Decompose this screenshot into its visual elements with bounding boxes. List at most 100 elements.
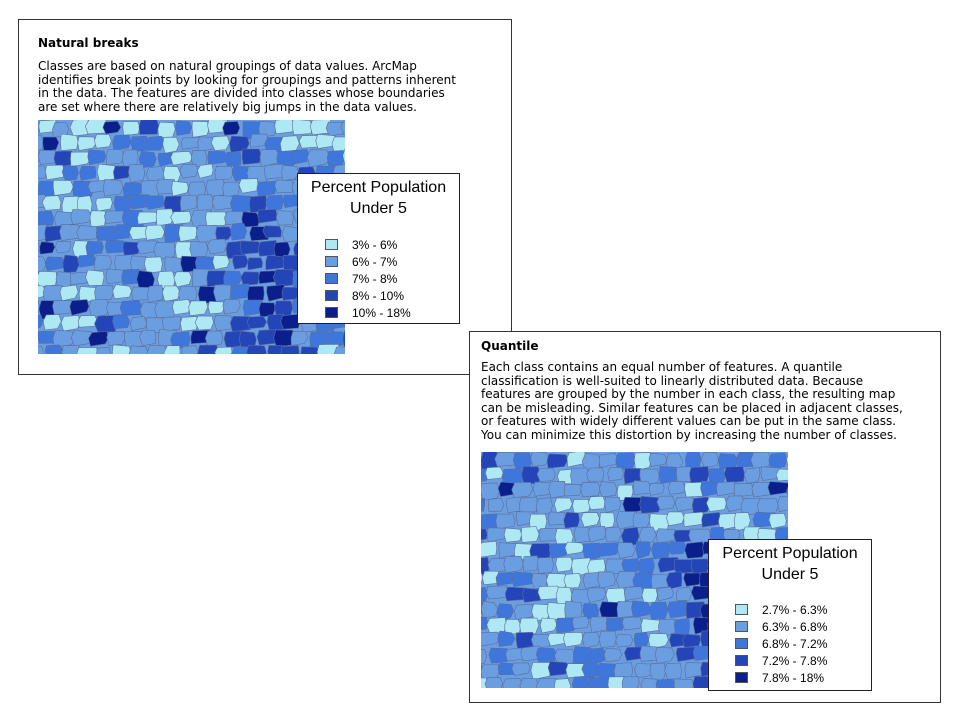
county-shape bbox=[486, 585, 509, 600]
county-shape bbox=[519, 496, 539, 516]
county-shape bbox=[331, 136, 345, 153]
county-shape bbox=[484, 466, 504, 480]
county-shape bbox=[155, 208, 175, 227]
legend-item: 7.2% - 7.8% bbox=[735, 652, 827, 669]
legend-item: 6.3% - 6.8% bbox=[735, 618, 827, 635]
county-shape bbox=[648, 453, 668, 467]
county-shape bbox=[530, 634, 552, 649]
county-shape bbox=[257, 209, 278, 224]
description-line: are set where there are relatively big j… bbox=[38, 99, 417, 114]
county-shape bbox=[586, 467, 605, 482]
county-shape bbox=[651, 542, 671, 560]
county-shape bbox=[240, 271, 260, 286]
legend-swatch bbox=[735, 621, 748, 632]
choropleth-map bbox=[38, 120, 345, 354]
county-shape bbox=[496, 603, 515, 621]
county-shape bbox=[222, 181, 240, 198]
county-shape bbox=[497, 630, 516, 647]
county-shape bbox=[139, 329, 157, 347]
legend-label: 6% - 7% bbox=[352, 254, 398, 269]
county-shape bbox=[342, 148, 345, 164]
legend-swatch bbox=[325, 273, 338, 284]
county-shape bbox=[621, 676, 640, 688]
county-shape bbox=[52, 179, 74, 196]
county-shape bbox=[170, 151, 193, 166]
county-shape bbox=[306, 149, 330, 168]
county-shape bbox=[171, 180, 189, 197]
county-shape bbox=[94, 255, 112, 272]
county-shape bbox=[205, 211, 228, 227]
county-shape bbox=[505, 647, 524, 662]
county-shape bbox=[641, 587, 658, 604]
county-mosaic bbox=[38, 120, 345, 354]
county-shape bbox=[555, 556, 574, 573]
county-shape bbox=[79, 165, 97, 181]
county-shape bbox=[340, 121, 345, 135]
county-shape bbox=[481, 587, 489, 602]
county-shape bbox=[256, 180, 277, 198]
county-shape bbox=[197, 344, 219, 354]
legend-title-line: Under 5 bbox=[350, 200, 407, 217]
county-shape bbox=[325, 121, 345, 137]
county-shape bbox=[632, 512, 651, 528]
county-shape bbox=[554, 648, 576, 665]
county-shape bbox=[327, 331, 345, 349]
county-shape bbox=[44, 344, 64, 354]
county-shape bbox=[582, 631, 601, 649]
county-shape bbox=[131, 286, 151, 301]
county-shape bbox=[114, 224, 132, 240]
county-shape bbox=[38, 270, 58, 288]
county-shape bbox=[623, 586, 643, 602]
county-shape bbox=[512, 571, 534, 588]
county-shape bbox=[571, 616, 590, 630]
county-shape bbox=[42, 136, 60, 152]
county-shape bbox=[502, 678, 524, 688]
county-shape bbox=[144, 224, 166, 241]
county-shape bbox=[723, 466, 745, 484]
county-shape bbox=[175, 120, 193, 136]
county-shape bbox=[274, 120, 296, 135]
county-shape bbox=[96, 346, 111, 354]
county-shape bbox=[605, 587, 627, 604]
county-shape bbox=[494, 452, 517, 467]
legend-swatch bbox=[325, 239, 338, 250]
county-shape bbox=[604, 496, 621, 513]
legend-label: 2.7% - 6.3% bbox=[762, 602, 828, 617]
county-shape bbox=[562, 631, 583, 648]
county-shape bbox=[206, 238, 228, 255]
county-shape bbox=[147, 284, 164, 303]
county-shape bbox=[668, 541, 687, 555]
county-shape bbox=[481, 540, 498, 558]
legend-swatch bbox=[735, 604, 748, 615]
county-shape bbox=[69, 120, 92, 137]
county-shape bbox=[95, 225, 117, 241]
county-shape bbox=[537, 557, 555, 574]
county-shape bbox=[112, 344, 131, 354]
county-shape bbox=[38, 165, 47, 179]
county-shape bbox=[484, 676, 503, 688]
county-shape bbox=[638, 557, 655, 576]
county-shape bbox=[605, 617, 625, 632]
county-shape bbox=[587, 495, 606, 510]
description-line: in the data. The features are divided in… bbox=[38, 86, 445, 100]
county-shape bbox=[38, 314, 44, 329]
county-shape bbox=[775, 468, 788, 482]
county-shape bbox=[77, 315, 98, 328]
county-shape bbox=[240, 240, 262, 255]
county-shape bbox=[706, 496, 727, 512]
county-shape bbox=[157, 121, 176, 139]
county-shape bbox=[588, 647, 607, 665]
county-shape bbox=[60, 133, 79, 151]
county-shape bbox=[54, 240, 71, 254]
county-shape bbox=[685, 452, 702, 470]
county-shape bbox=[41, 195, 62, 211]
natural-breaks-panel: Natural breaks Classes are based on natu… bbox=[18, 19, 512, 375]
county-shape bbox=[487, 497, 505, 513]
county-shape bbox=[621, 558, 641, 572]
county-shape bbox=[238, 178, 259, 194]
county-shape bbox=[215, 226, 233, 243]
legend-title: Percent Population Under 5 bbox=[298, 177, 459, 219]
county-shape bbox=[42, 314, 62, 331]
county-shape bbox=[481, 571, 484, 584]
county-shape bbox=[743, 467, 761, 484]
